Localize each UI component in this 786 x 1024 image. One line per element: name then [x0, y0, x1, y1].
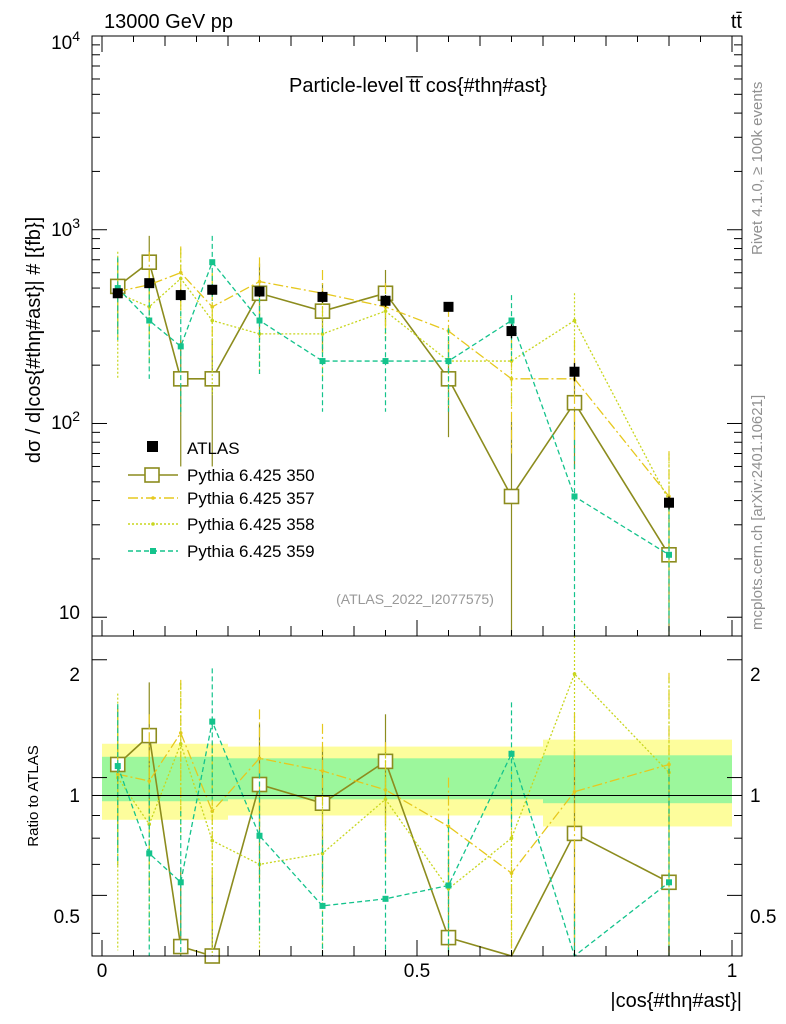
point-marker	[209, 259, 216, 266]
ratio-series-layer	[109, 636, 677, 964]
point-marker	[509, 377, 514, 381]
point-marker	[508, 317, 515, 324]
series-Pythia 6.425 359	[114, 235, 672, 636]
point-marker	[443, 301, 454, 312]
ratio-marker	[572, 789, 577, 794]
series-atlas	[112, 278, 674, 510]
ratio-marker	[209, 718, 216, 725]
point-marker	[506, 326, 517, 337]
x-tick-1: 1	[727, 961, 738, 982]
main-series-layer	[109, 235, 677, 636]
point-marker	[317, 291, 328, 302]
point-marker	[320, 332, 325, 336]
ratio-marker	[666, 879, 672, 886]
ratio-marker	[445, 882, 452, 889]
ratio-marker	[257, 756, 262, 761]
ratio-tick-right-2: 2	[750, 665, 761, 686]
legend-label-359: Pythia 6.425 359	[187, 542, 315, 561]
ratio-marker	[382, 895, 389, 902]
rivet-label: Rivet 4.1.0, ≥ 100k events	[749, 82, 766, 255]
legend-marker-350	[144, 467, 160, 483]
point-marker	[664, 497, 674, 508]
legend-label-350: Pythia 6.425 350	[187, 466, 315, 485]
point-marker	[178, 276, 183, 281]
ratio-marker	[146, 850, 153, 857]
legend-label-357: Pythia 6.425 357	[187, 489, 315, 508]
point-marker	[114, 285, 121, 292]
energy-label: 13000 GeV pp	[104, 11, 233, 33]
ratio-marker	[256, 832, 263, 839]
point-marker	[503, 488, 520, 505]
plot-title: Particle-level t̅t̅ cos{#thη#ast}	[289, 75, 547, 97]
ratio-marker	[667, 762, 671, 767]
ratio-marker	[114, 763, 121, 770]
ratio-marker	[210, 838, 215, 843]
axis-ticks	[92, 35, 742, 956]
y-tick-10: 10	[59, 603, 80, 624]
point-marker	[146, 317, 153, 324]
y-axis-label: dσ / d|cos{#thη#ast}| # [{fb}]	[23, 217, 45, 463]
point-marker	[112, 288, 123, 299]
site-label: mcplots.cern.ch [arXiv:2401.10621]	[749, 395, 766, 630]
point-marker	[175, 290, 186, 301]
point-marker	[177, 343, 184, 350]
point-marker	[319, 358, 326, 365]
series-line	[117, 260, 670, 556]
ratio-series-Pythia 6.425 359	[114, 668, 672, 958]
process-label: tt̄	[731, 11, 743, 33]
ratio-marker	[320, 851, 325, 856]
ratio-marker	[572, 672, 577, 676]
ratio-marker	[147, 822, 152, 827]
ratio-y-axis-label: Ratio to ATLAS	[25, 745, 42, 846]
y-tick-1000: 103	[51, 215, 80, 241]
legend-label-358: Pythia 6.425 358	[187, 515, 315, 534]
ratio-tick-left-0.5: 0.5	[54, 907, 80, 928]
ratio-marker	[509, 836, 514, 840]
ratio-tick-left-1: 1	[69, 786, 80, 807]
point-marker	[666, 551, 672, 558]
legend-marker-359	[150, 548, 156, 554]
point-marker	[380, 295, 391, 306]
ratio-marker	[446, 824, 451, 829]
x-tick-0: 0	[97, 961, 108, 982]
ratio-marker	[178, 741, 183, 746]
ratio-marker	[177, 879, 184, 886]
ratio-band-inner	[102, 755, 732, 804]
series-line	[117, 260, 670, 556]
ratio-line	[117, 719, 670, 958]
point-marker	[207, 284, 218, 295]
series-Pythia 6.425 350	[109, 235, 677, 636]
point-marker	[569, 366, 580, 377]
legend-label-atlas: ATLAS	[187, 439, 240, 458]
ratio-tick-left-2: 2	[69, 665, 80, 686]
ratio-tick-right-0.5: 0.5	[750, 907, 776, 928]
point-marker	[383, 309, 388, 313]
legend-marker-357	[151, 496, 155, 500]
point-marker	[256, 317, 263, 324]
point-marker	[572, 318, 577, 323]
ratio-marker	[508, 750, 515, 757]
ratio-tick-right-1: 1	[750, 786, 761, 807]
ratio-marker	[383, 797, 388, 802]
point-marker	[254, 286, 265, 297]
point-marker	[257, 279, 262, 284]
y-tick-10000: 104	[51, 28, 80, 54]
x-axis-label: |cos{#thη#ast}|	[610, 990, 742, 1012]
point-marker	[445, 358, 452, 365]
legend-marker-atlas	[147, 441, 158, 452]
point-marker	[571, 493, 578, 500]
legend: ATLAS Pythia 6.425 350 Pythia 6.425 357 …	[128, 439, 315, 561]
y-tick-100: 102	[51, 408, 80, 434]
ratio-marker	[319, 902, 326, 909]
point-marker	[210, 318, 215, 323]
ratio-marker	[320, 769, 325, 773]
analysis-label: (ATLAS_2022_I2077575)	[336, 591, 494, 607]
legend-marker-358	[151, 522, 155, 526]
point-marker	[382, 358, 389, 365]
point-marker	[144, 278, 155, 289]
x-tick-0.5: 0.5	[404, 961, 430, 982]
series-line	[117, 271, 670, 497]
point-marker	[509, 359, 514, 363]
